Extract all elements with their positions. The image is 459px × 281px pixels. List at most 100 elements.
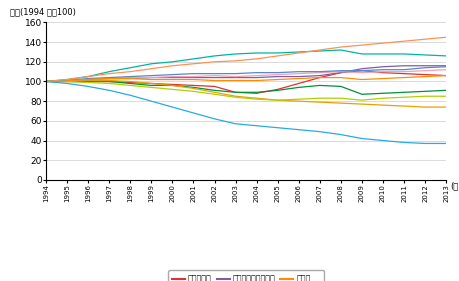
鉱業	[421, 142, 427, 145]
不動産業	[358, 69, 364, 72]
建設業	[337, 101, 343, 105]
建設業	[43, 80, 49, 83]
農林水産業	[400, 72, 406, 75]
建設業	[106, 79, 112, 82]
不動産業	[43, 80, 49, 83]
不動産業	[337, 69, 343, 72]
情報通信業	[253, 51, 259, 55]
運輸業	[190, 78, 196, 81]
卵売・小売業	[85, 78, 91, 81]
金融・保険業	[211, 92, 217, 96]
金融・保険業	[442, 94, 448, 98]
情報通信業	[380, 52, 385, 56]
情報通信業	[232, 52, 238, 56]
建設業	[190, 87, 196, 90]
不動産業	[148, 74, 154, 77]
建設業	[211, 90, 217, 94]
運輸業	[169, 78, 175, 81]
卵売・小売業	[380, 70, 385, 73]
電気・ガス・水道業	[232, 76, 238, 79]
運輸業	[421, 75, 427, 78]
サービス業	[43, 80, 49, 83]
不動産業	[169, 73, 175, 76]
製造業	[232, 90, 238, 94]
製造業	[169, 84, 175, 87]
不動産業	[295, 70, 301, 73]
農林水産業	[253, 92, 259, 95]
運輸業	[253, 79, 259, 82]
Line: 不動産業: 不動産業	[46, 67, 445, 81]
サービス業	[106, 72, 112, 75]
電気・ガス・水道業	[400, 64, 406, 67]
運輸業	[274, 78, 280, 81]
製造業	[442, 89, 448, 92]
建設業	[148, 82, 154, 85]
建設業	[64, 79, 70, 82]
不動産業	[400, 68, 406, 71]
不動産業	[274, 71, 280, 74]
鉱業	[64, 82, 70, 85]
運輸業	[442, 74, 448, 77]
情報通信業	[421, 53, 427, 57]
情報通信業	[148, 62, 154, 65]
金融・保険業	[64, 80, 70, 83]
建設業	[442, 105, 448, 109]
Line: 製造業: 製造業	[46, 81, 445, 94]
不動産業	[316, 70, 322, 73]
サービス業	[85, 75, 91, 78]
サービス業	[211, 60, 217, 64]
サービス業	[400, 39, 406, 43]
製造業	[211, 89, 217, 92]
サービス業	[421, 37, 427, 41]
製造業	[148, 84, 154, 87]
農林水産業	[442, 74, 448, 77]
卵売・小売業	[43, 80, 49, 83]
不動産業	[211, 72, 217, 75]
金融・保険業	[337, 97, 343, 100]
製造業	[106, 80, 112, 83]
電気・ガス・水道業	[148, 76, 154, 79]
電気・ガス・水道業	[211, 76, 217, 79]
農林水産業	[85, 80, 91, 83]
金融・保険業	[190, 90, 196, 93]
電気・ガス・水道業	[43, 80, 49, 83]
情報通信業	[190, 57, 196, 60]
情報通信業	[64, 78, 70, 81]
農林水産業	[358, 69, 364, 72]
サービス業	[358, 43, 364, 47]
農林水産業	[43, 80, 49, 83]
不動産業	[232, 72, 238, 75]
製造業	[274, 89, 280, 92]
製造業	[64, 80, 70, 83]
電気・ガス・水道業	[442, 64, 448, 67]
運輸業	[43, 80, 49, 83]
農林水産業	[127, 81, 133, 84]
製造業	[337, 85, 343, 88]
製造業	[85, 80, 91, 83]
製造業	[316, 84, 322, 87]
情報通信業	[211, 54, 217, 58]
農林水産業	[421, 73, 427, 76]
金融・保険業	[169, 88, 175, 91]
卵売・小売業	[148, 76, 154, 79]
不動産業	[442, 65, 448, 68]
サービス業	[337, 45, 343, 49]
建設業	[169, 84, 175, 87]
不動産業	[421, 66, 427, 69]
運輸業	[295, 77, 301, 80]
鉱業	[442, 142, 448, 145]
卵売・小売業	[127, 76, 133, 79]
建設業	[232, 94, 238, 98]
建設業	[274, 98, 280, 102]
卵売・小売業	[316, 71, 322, 74]
建設業	[316, 101, 322, 104]
農林水産業	[148, 82, 154, 85]
情報通信業	[169, 60, 175, 64]
農林水産業	[190, 84, 196, 87]
Line: 電気・ガス・水道業: 電気・ガス・水道業	[46, 66, 445, 81]
不動産業	[106, 76, 112, 79]
農林水産業	[232, 90, 238, 94]
不動産業	[64, 79, 70, 82]
金融・保険業	[295, 98, 301, 101]
サービス業	[380, 41, 385, 45]
